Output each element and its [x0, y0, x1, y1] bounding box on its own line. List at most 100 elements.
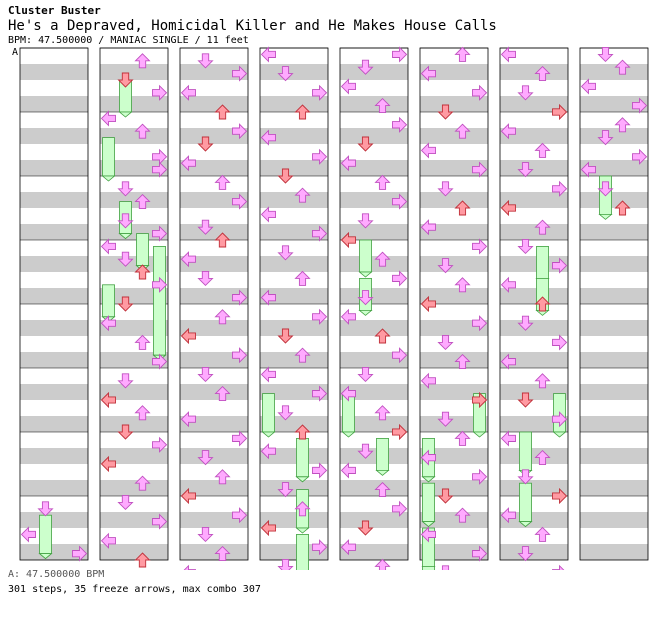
step-arrow-down	[357, 290, 374, 306]
freeze-arrow-tail	[358, 271, 373, 278]
step-arrow-down	[437, 488, 454, 504]
step-arrow-left	[183, 564, 196, 570]
step-arrow-right	[392, 500, 408, 517]
beat-stripe	[420, 512, 488, 528]
beat-stripe	[180, 128, 248, 144]
step-arrow-up	[294, 501, 311, 517]
step-arrow-down	[277, 405, 294, 421]
step-arrow-up	[214, 469, 231, 485]
beat-stripe	[340, 256, 408, 272]
step-arrow-up	[374, 174, 391, 190]
step-arrow-down	[197, 366, 214, 383]
beat-stripe	[340, 224, 408, 240]
beat-stripe	[100, 64, 168, 80]
beat-stripe	[500, 128, 568, 144]
step-arrow-up	[374, 328, 391, 344]
step-arrow-up	[374, 97, 391, 114]
freeze-arrow-tail	[421, 521, 436, 528]
beat-stripe	[20, 256, 88, 272]
step-arrow-down	[437, 181, 454, 197]
beat-stripe	[420, 480, 488, 496]
measure-column	[259, 47, 329, 561]
freeze-arrow-body	[519, 431, 532, 471]
beat-stripe	[420, 160, 488, 176]
step-arrow-down	[197, 136, 214, 152]
step-arrow-down	[117, 72, 134, 88]
beat-stripe	[340, 96, 408, 112]
freeze-arrow-tail	[518, 521, 533, 528]
step-arrow-right	[472, 315, 488, 332]
step-arrow-right	[232, 289, 248, 306]
step-arrow-up	[534, 142, 551, 158]
beat-stripe	[100, 192, 168, 208]
step-arrow-left	[420, 372, 436, 389]
beat-stripe	[580, 288, 648, 304]
step-arrow-down	[117, 373, 134, 389]
freeze-arrow-tail	[375, 469, 390, 476]
beat-stripe	[100, 128, 168, 144]
step-arrow-up	[134, 123, 151, 139]
beat-stripe	[420, 192, 488, 208]
beat-stripe	[500, 64, 568, 80]
step-arrow-left	[100, 532, 116, 549]
beat-stripe	[580, 224, 648, 240]
beat-stripe	[260, 192, 328, 208]
step-arrow-left	[260, 46, 276, 63]
column-border	[19, 47, 89, 561]
beat-stripe	[20, 480, 88, 496]
step-arrow-right	[152, 276, 168, 293]
step-arrow-up	[294, 347, 311, 363]
beat-stripe	[580, 64, 648, 80]
step-arrow-down	[117, 251, 134, 267]
step-arrow-left	[100, 455, 116, 473]
beat-stripe	[260, 512, 328, 528]
beat-stripe	[180, 320, 248, 336]
freeze-arrow-body	[262, 393, 275, 433]
step-arrow-left	[420, 449, 436, 466]
step-chart	[19, 46, 649, 570]
step-arrow-left	[420, 65, 436, 82]
beat-stripe	[260, 320, 328, 336]
step-arrow-left	[420, 219, 436, 236]
step-arrow-right	[552, 257, 568, 274]
beat-stripe	[340, 160, 408, 176]
step-arrow-up	[134, 264, 151, 280]
column-border	[339, 47, 409, 561]
beat-stripe	[340, 320, 408, 336]
step-arrow-right	[472, 468, 488, 485]
beat-stripe	[260, 160, 328, 176]
beat-stripe	[420, 224, 488, 240]
step-arrow-right	[152, 84, 168, 101]
step-arrow-right	[312, 385, 328, 402]
beat-stripe	[180, 544, 248, 560]
beat-stripe	[100, 512, 168, 528]
step-arrow-right	[232, 430, 248, 447]
beat-stripe	[580, 256, 648, 272]
song-title: He's a Depraved, Homicidal Killer and He…	[8, 18, 497, 34]
measure-column	[339, 47, 409, 561]
beat-stripe	[580, 160, 648, 176]
step-arrow-left	[180, 487, 196, 505]
beat-stripe	[180, 448, 248, 464]
beat-stripe	[100, 320, 168, 336]
step-arrow-right	[152, 353, 168, 370]
beat-stripe	[20, 448, 88, 464]
beat-stripe	[100, 384, 168, 400]
step-arrow-left	[180, 411, 196, 428]
step-arrow-right	[552, 564, 565, 570]
step-arrow-up	[374, 481, 391, 498]
step-stats: 301 steps, 35 freeze arrows, max combo 3…	[8, 584, 261, 595]
step-arrow-left	[180, 251, 196, 268]
column-border	[179, 47, 249, 561]
beat-stripe	[580, 128, 648, 144]
freeze-arrow-body	[536, 245, 549, 279]
step-arrow-up	[134, 552, 151, 568]
step-arrow-up	[454, 430, 471, 446]
beat-stripe	[500, 544, 568, 560]
step-arrow-right	[72, 545, 88, 562]
step-arrow-down	[441, 565, 450, 570]
freeze-arrow-body	[422, 566, 435, 570]
step-arrow-left	[100, 391, 116, 409]
step-arrow-up	[134, 53, 151, 69]
step-arrow-down	[197, 270, 214, 287]
